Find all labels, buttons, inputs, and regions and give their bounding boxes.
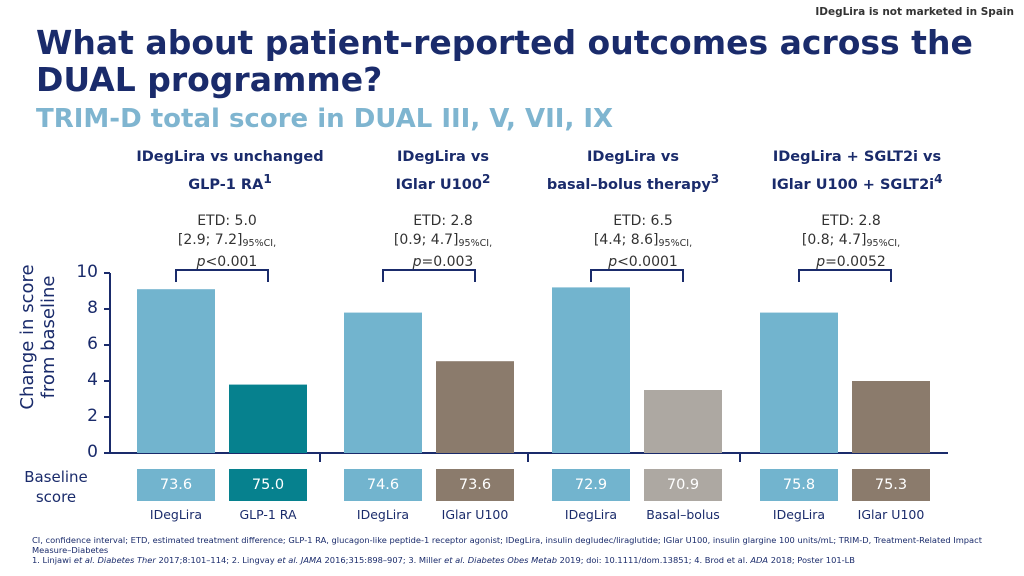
etd-p-label: p [608, 254, 618, 270]
group-title-line2: IGlar U100 + SGLT2i [771, 176, 935, 193]
category-label: IDegLira [356, 507, 410, 522]
bar-comparator [436, 361, 514, 453]
etd-p-value: <0.001 [205, 254, 258, 270]
category-label: IGlar U100 [857, 507, 925, 522]
baseline-score-box: 75.8 [760, 469, 838, 501]
bar-comparator [229, 384, 307, 453]
significance-bracket [382, 269, 476, 282]
etd-annotation-1: ETD: 5.0 [2.9; 7.2]95%CI, p<0.001 [117, 212, 337, 272]
y-tick-label: 2 [87, 406, 98, 426]
bar-comparator [852, 381, 930, 453]
baseline-score-box: 75.0 [229, 469, 307, 501]
slide-title: What about patient-reported outcomes acr… [36, 23, 973, 99]
group-title-line1: IDegLira vs [397, 149, 489, 165]
group-title-line2: GLP-1 RA [188, 176, 264, 193]
group-title-line2: basal–bolus therapy [546, 176, 711, 193]
etd-ci-sub: 95%CI, [658, 238, 693, 249]
category-label: IDegLira [772, 507, 826, 522]
category-label: IDegLira [149, 507, 203, 522]
baseline-score-box: 70.9 [644, 469, 722, 501]
etd-value: ETD: 5.0 [197, 213, 257, 229]
y-tick-label: 8 [87, 298, 98, 318]
etd-ci: [0.8; 4.7] [801, 232, 867, 248]
baseline-score-box: 74.6 [344, 469, 422, 501]
y-tick-label: 10 [76, 262, 98, 282]
group-ref-sup: 1 [263, 172, 272, 186]
bar-ideglira [760, 312, 838, 453]
bar-ideglira [344, 312, 422, 453]
etd-annotation-4: ETD: 2.8 [0.8; 4.7]95%CI, p=0.0052 [741, 212, 961, 272]
etd-annotation-3: ETD: 6.5 [4.4; 8.6]95%CI, p<0.0001 [533, 212, 753, 272]
baseline-score-box: 75.3 [852, 469, 930, 501]
not-marketed-notice: IDegLira is not marketed in Spain [815, 6, 1014, 18]
group-ref-sup: 4 [934, 172, 943, 186]
group-header-2: IDegLira vs IGlar U1002 [318, 146, 568, 196]
group-title-line1: IDegLira vs [587, 149, 679, 165]
y-tick-label: 4 [87, 370, 98, 390]
etd-value: ETD: 6.5 [613, 213, 673, 229]
category-label: GLP-1 RA [239, 507, 297, 522]
category-label: Basal–bolus [646, 507, 720, 522]
baseline-score-label: Baseline score [24, 468, 88, 506]
etd-ci-sub: 95%CI, [866, 238, 901, 249]
y-tick-label: 0 [87, 442, 98, 462]
group-header-1: IDegLira vs unchanged GLP-1 RA1 [105, 146, 355, 196]
footnote-references: 1. Linjawi et al. Diabetes Ther 2017;8:1… [32, 555, 855, 565]
etd-ci-sub: 95%CI, [242, 238, 277, 249]
etd-ci: [0.9; 4.7] [393, 232, 459, 248]
footnotes: CI, confidence interval; ETD, estimated … [32, 535, 992, 565]
etd-p-label: p [412, 254, 422, 270]
etd-value: ETD: 2.8 [413, 213, 473, 229]
group-header-4: IDegLira + SGLT2i vs IGlar U100 + SGLT2i… [732, 146, 982, 196]
significance-bracket [798, 269, 892, 282]
baseline-score-box: 72.9 [552, 469, 630, 501]
etd-p-value: =0.0052 [825, 254, 886, 270]
etd-ci: [2.9; 7.2] [177, 232, 243, 248]
group-title-line2: IGlar U100 [395, 176, 482, 193]
etd-ci-sub: 95%CI, [458, 238, 493, 249]
etd-ci: [4.4; 8.6] [593, 232, 659, 248]
slide-subtitle: TRIM-D total score in DUAL III, V, VII, … [36, 104, 614, 134]
etd-p-value: <0.0001 [617, 254, 678, 270]
etd-value: ETD: 2.8 [821, 213, 881, 229]
group-ref-sup: 3 [710, 172, 720, 186]
etd-annotation-2: ETD: 2.8 [0.9; 4.7]95%CI, p=0.003 [333, 212, 553, 272]
y-tick-label: 6 [87, 334, 98, 354]
etd-p-value: =0.003 [421, 254, 474, 270]
category-label: IDegLira [564, 507, 618, 522]
group-title-line1: IDegLira + SGLT2i vs [772, 149, 942, 165]
bar-comparator [644, 390, 722, 453]
category-label: IGlar U100 [441, 507, 509, 522]
baseline-score-box: 73.6 [137, 469, 215, 501]
bar-ideglira [552, 287, 630, 453]
bar-ideglira [137, 289, 215, 453]
footnote-abbreviations: CI, confidence interval; ETD, estimated … [32, 535, 982, 555]
etd-p-label: p [816, 254, 826, 270]
etd-p-label: p [196, 254, 206, 270]
significance-bracket [175, 269, 269, 282]
group-title-line1: IDegLira vs unchanged [136, 149, 324, 165]
group-ref-sup: 2 [481, 172, 491, 186]
significance-bracket [590, 269, 684, 282]
baseline-score-box: 73.6 [436, 469, 514, 501]
group-header-3: IDegLira vs basal–bolus therapy3 [508, 146, 758, 196]
